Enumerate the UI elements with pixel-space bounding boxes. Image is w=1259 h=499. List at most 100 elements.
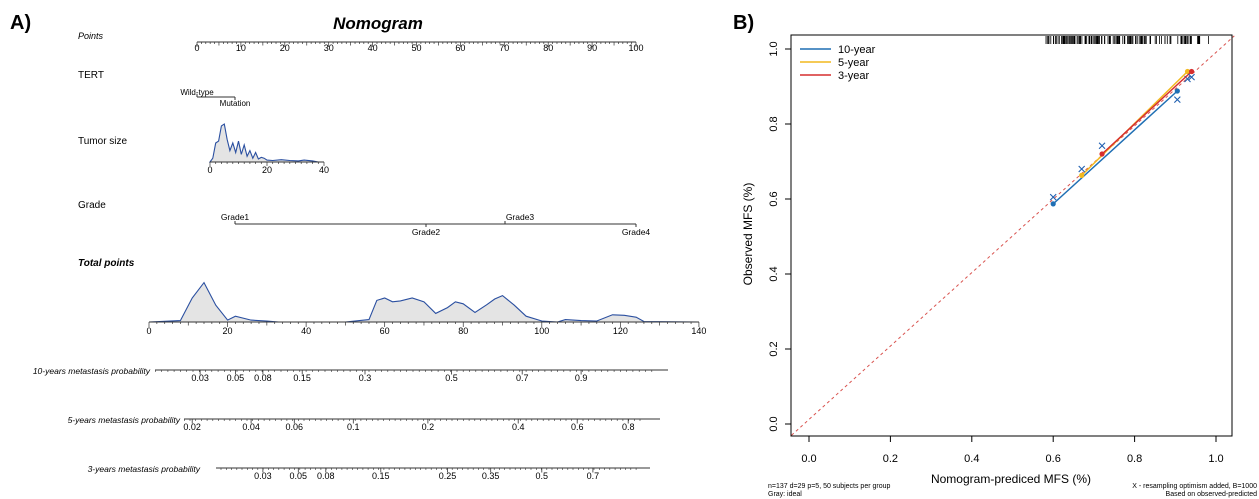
prob3-axis: 0.03 0.05 0.08 0.15 0.25 0.35 0.5 0.7 [216, 467, 650, 481]
y-tick-label: 0.8 [768, 116, 780, 131]
legend-label: 10-year [838, 44, 876, 56]
ideal-line [791, 35, 1235, 436]
tert-label-wild-type: Wild-type [180, 88, 214, 97]
total-points-row-label: Total points [78, 258, 135, 269]
points-tick-label: 10 [236, 43, 246, 53]
tumor-size-tick-label: 0 [207, 165, 212, 175]
prob3-tick-label: 0.7 [587, 471, 600, 481]
y-tick-label: 0.2 [768, 341, 780, 356]
x-tick-label: 0.8 [1127, 453, 1142, 465]
points-tick-label: 50 [411, 43, 421, 53]
calibration-axes: 0.0 0.2 0.4 0.6 0.8 1.0 0.0 0.2 0.4 0.6 0.8 1.0 [768, 41, 1224, 465]
prob10-tick-label: 0.3 [359, 373, 372, 383]
prob10-tick-label: 0.5 [445, 373, 458, 383]
y-tick-label: 1.0 [768, 41, 780, 56]
prob5-tick-label: 0.02 [183, 422, 201, 432]
prob10-tick-label: 0.7 [516, 373, 529, 383]
points-row-label: Points [78, 31, 104, 41]
prob3-tick-label: 0.05 [290, 471, 308, 481]
prob10-tick-label: 0.9 [575, 373, 588, 383]
grade-label-2: Grade2 [412, 227, 441, 237]
corrected-mark-10-year [1173, 96, 1181, 104]
total-points-density [148, 281, 699, 323]
y-tick-label: 0.0 [768, 416, 780, 431]
total-points-axis: 0 20 40 60 80 100 120 140 [146, 281, 706, 336]
x-tick-label: 0.4 [964, 453, 979, 465]
tumor-size-tick-label: 20 [262, 165, 272, 175]
series-line-3-year [1101, 70, 1193, 155]
legend-label: 3-year [838, 70, 870, 82]
prob3-tick-label: 0.35 [482, 471, 500, 481]
prob3-tick-label: 0.5 [536, 471, 549, 481]
total-points-tick-label: 40 [301, 326, 311, 336]
panel-a-tag: A) [10, 12, 31, 34]
points-tick-label: 80 [543, 43, 553, 53]
y-tick-label: 0.4 [768, 266, 780, 281]
corrected-mark-5-year [1078, 165, 1086, 173]
observed-point-5-year [1184, 68, 1191, 75]
prob5-axis: 0.02 0.04 0.06 0.1 0.2 0.4 0.6 0.8 [183, 418, 660, 432]
prob10-axis: 0.03 0.05 0.08 0.15 0.3 0.5 0.7 0.9 [155, 369, 668, 383]
prob5-tick-label: 0.4 [512, 422, 525, 432]
points-tick-label: 90 [587, 43, 597, 53]
legend-label: 5-year [838, 57, 870, 69]
corrected-mark-3-year [1188, 73, 1195, 81]
prob10-tick-label: 0.08 [254, 373, 272, 383]
y-tick-label: 0.6 [768, 191, 780, 206]
points-tick-label: 30 [324, 43, 334, 53]
total-points-tick-label: 60 [380, 326, 390, 336]
points-tick-label: 60 [455, 43, 465, 53]
prob5-row-label: 5-years metastasis probability [68, 415, 181, 425]
grade-label-3: Grade3 [506, 212, 535, 222]
grade-row-label: Grade [78, 200, 106, 211]
observed-point-5-year [1079, 172, 1085, 178]
points-tick-label: 100 [628, 43, 643, 53]
tumor-size-axis: 0 20 40 [207, 123, 329, 175]
tumor-size-density [208, 123, 319, 163]
panel-b-tag: B) [733, 12, 754, 34]
footnote-right-1: X - resampling optimism added, B=1000 [1132, 483, 1257, 490]
observed-point-3-year [1188, 68, 1195, 75]
tert-axis: Wild-type Mutation [180, 88, 250, 108]
corrected-mark-10-year [1049, 193, 1057, 201]
points-tick-label: 0 [194, 43, 199, 53]
rug-marks [1045, 36, 1209, 44]
total-points-tick-label: 80 [458, 326, 468, 336]
ideal-diagonal [791, 35, 1235, 436]
grade-label-4: Grade4 [622, 227, 651, 237]
total-points-tick-label: 140 [691, 326, 706, 336]
footnote-left-1: n=137 d=29 p=5, 50 subjects per group [768, 483, 891, 490]
prob10-tick-label: 0.15 [293, 373, 311, 383]
observed-point-10-year [1174, 88, 1180, 94]
series-line-10-year [1052, 90, 1178, 205]
y-axis-label: Observed MFS (%) [741, 183, 755, 286]
prob10-tick-label: 0.05 [227, 373, 245, 383]
plot-frame [790, 34, 1233, 437]
grade-label-1: Grade1 [221, 212, 250, 222]
x-tick-label: 0.0 [801, 453, 816, 465]
nomogram-title: Nomogram [333, 14, 423, 33]
prob3-tick-label: 0.03 [254, 471, 272, 481]
total-points-tick-label: 20 [223, 326, 233, 336]
x-tick-label: 0.6 [1046, 453, 1061, 465]
tert-row-label: TERT [78, 70, 104, 81]
points-axis: 0 10 20 30 40 50 60 70 80 90 100 [194, 41, 644, 53]
prob5-tick-label: 0.8 [622, 422, 635, 432]
prob10-row-label: 10-years metastasis probability [33, 366, 151, 376]
prob3-tick-label: 0.25 [439, 471, 457, 481]
points-tick-label: 20 [280, 43, 290, 53]
calibration-panel: B) 0.0 0.2 0.4 0.6 0.8 1.00.00.20.40.60.81.0 … [733, 12, 1257, 498]
total-points-tick-label: 100 [534, 326, 549, 336]
observed-point-10-year [1050, 201, 1056, 207]
x-axis-label: Nomogram-prediced MFS (%) [931, 472, 1091, 486]
footnote-right-2: Based on observed-predicted [1166, 491, 1258, 498]
grade-axis: Grade1 Grade2 Grade3 Grade4 [221, 212, 651, 237]
corrected-mark-3-year [1098, 142, 1106, 150]
tumor-size-tick-label: 40 [319, 165, 329, 175]
observed-point-3-year [1099, 151, 1105, 157]
prob3-row-label: 3-years metastasis probability [88, 464, 201, 474]
total-points-tick-label: 0 [146, 326, 151, 336]
prob5-tick-label: 0.1 [347, 422, 360, 432]
tumor-size-row-label: Tumor size [78, 136, 128, 147]
calibration-series [1049, 68, 1195, 207]
